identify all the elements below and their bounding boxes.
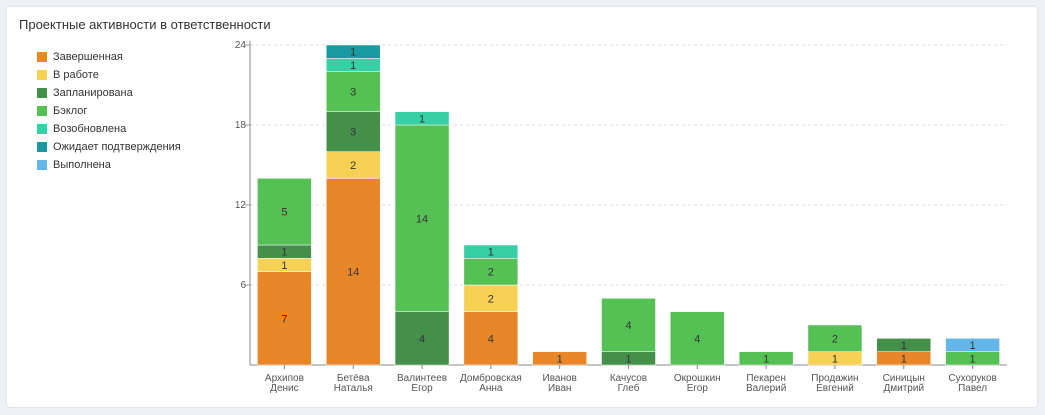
chart-card: Проектные активности в ответственности З… — [7, 7, 1037, 407]
legend-swatch — [37, 106, 47, 116]
bar-value-label: 3 — [350, 87, 356, 99]
legend-swatch — [37, 88, 47, 98]
bar-value-label: 1 — [557, 353, 563, 365]
x-tick-label: Пекарен — [746, 373, 786, 384]
bar-value-label: 1 — [901, 340, 907, 352]
legend-item[interactable]: Запланирована — [37, 84, 181, 102]
legend-item[interactable]: Ожидает подтверждения — [37, 138, 181, 156]
legend-swatch — [37, 52, 47, 62]
chart-legend: Завершенная В работе Запланирована Бэклог Во… — [37, 48, 181, 174]
bar-value-label: 1 — [625, 353, 631, 365]
bar-value-label: 1 — [350, 60, 356, 72]
x-tick-label: Валерий — [746, 383, 786, 394]
x-tick-label: Окрошкин — [674, 373, 721, 384]
bar-value-label: 14 — [347, 267, 359, 279]
bar-value-label: 1 — [763, 353, 769, 365]
bar-segment — [394, 111, 450, 126]
bar-segment — [325, 151, 381, 179]
legend-label: Завершенная — [53, 51, 123, 63]
x-tick-label: Качусов — [610, 373, 647, 384]
bar-value-label: 4 — [488, 333, 494, 345]
x-tick-label: Егор — [687, 383, 709, 394]
bar-value-label: 5 — [281, 207, 287, 219]
legend-label: Возобновлена — [53, 123, 127, 135]
legend-swatch — [37, 142, 47, 152]
bar-segment — [257, 178, 312, 246]
legend-swatch — [37, 160, 47, 170]
bar-segment — [325, 178, 381, 366]
bar-value-label: 1 — [488, 247, 494, 259]
x-tick-label: Иванов — [543, 373, 577, 384]
legend-label: Запланирована — [53, 87, 133, 99]
bar-segment — [876, 338, 932, 352]
y-tick-label: 12 — [235, 200, 247, 211]
bar-value-label: 1 — [901, 353, 907, 365]
bar-value-label: 7 — [281, 313, 287, 325]
bar-segment — [394, 311, 450, 366]
legend-item[interactable]: Завершенная — [37, 48, 181, 66]
bar-segment — [394, 124, 450, 312]
legend-swatch — [37, 124, 47, 134]
x-tick-label: Наталья — [334, 383, 373, 394]
bar-segment — [325, 71, 381, 112]
y-tick-label: 18 — [235, 120, 247, 131]
bar-segment — [463, 244, 519, 259]
bar-value-label: 2 — [350, 160, 356, 172]
x-tick-label: Евгений — [816, 383, 854, 394]
bar-segment — [945, 338, 1000, 352]
legend-item[interactable]: Выполнена — [37, 156, 181, 174]
bar-value-label: 4 — [625, 320, 631, 332]
x-tick-label: Егор — [411, 383, 433, 394]
legend-item[interactable]: Бэклог — [37, 102, 181, 120]
legend-label: Выполнена — [53, 159, 111, 171]
bar-value-label: 14 — [416, 213, 428, 225]
legend-label: Бэклог — [53, 105, 88, 117]
x-tick-label: Сухоруков — [948, 373, 996, 384]
legend-item[interactable]: В работе — [37, 66, 181, 84]
x-tick-label: Иван — [548, 383, 571, 394]
bar-segment — [325, 44, 381, 59]
x-tick-label: Продажин — [811, 373, 858, 384]
bar-value-label: 1 — [419, 113, 425, 125]
x-tick-label: Дмитрий — [883, 383, 924, 394]
bar-value-label: 4 — [694, 333, 700, 345]
bar-segment — [463, 311, 519, 366]
bar-value-label: 4 — [419, 333, 425, 345]
bar-segment — [670, 311, 725, 366]
chart-title: Проектные активности в ответственности — [19, 17, 271, 32]
x-tick-label: Архипов — [265, 373, 304, 384]
x-tick-label: Синицын — [883, 373, 925, 384]
bar-segment — [257, 271, 312, 366]
legend-item[interactable]: Возобновлена — [37, 120, 181, 138]
x-tick-label: Валинтеев — [397, 373, 447, 384]
bar-segment — [807, 324, 863, 352]
x-tick-label: Анна — [479, 383, 503, 394]
y-tick-label: 6 — [240, 280, 246, 291]
x-tick-label: Домбровская — [460, 372, 522, 384]
legend-label: В работе — [53, 69, 99, 81]
bar-value-label: 3 — [350, 127, 356, 139]
legend-swatch — [37, 70, 47, 80]
bar-value-label: 2 — [488, 293, 494, 305]
bar-value-label: 1 — [281, 260, 287, 272]
bar-value-label: 1 — [281, 247, 287, 259]
x-tick-label: Бетёва — [337, 373, 370, 384]
bar-segment — [325, 111, 381, 152]
bar-segment — [463, 284, 519, 312]
bar-value-label: 1 — [350, 47, 356, 59]
bar-value-label: 2 — [832, 333, 838, 345]
bar-value-label: 1 — [970, 353, 976, 365]
y-tick-label: 24 — [235, 40, 247, 51]
bar-value-label: 1 — [970, 340, 976, 352]
x-tick-label: Денис — [270, 383, 298, 394]
x-tick-label: Павел — [958, 383, 987, 394]
bar-value-label: 1 — [832, 353, 838, 365]
bar-segment — [601, 298, 656, 352]
x-tick-label: Глеб — [618, 382, 640, 394]
legend-label: Ожидает подтверждения — [53, 141, 181, 153]
bar-value-label: 2 — [488, 267, 494, 279]
